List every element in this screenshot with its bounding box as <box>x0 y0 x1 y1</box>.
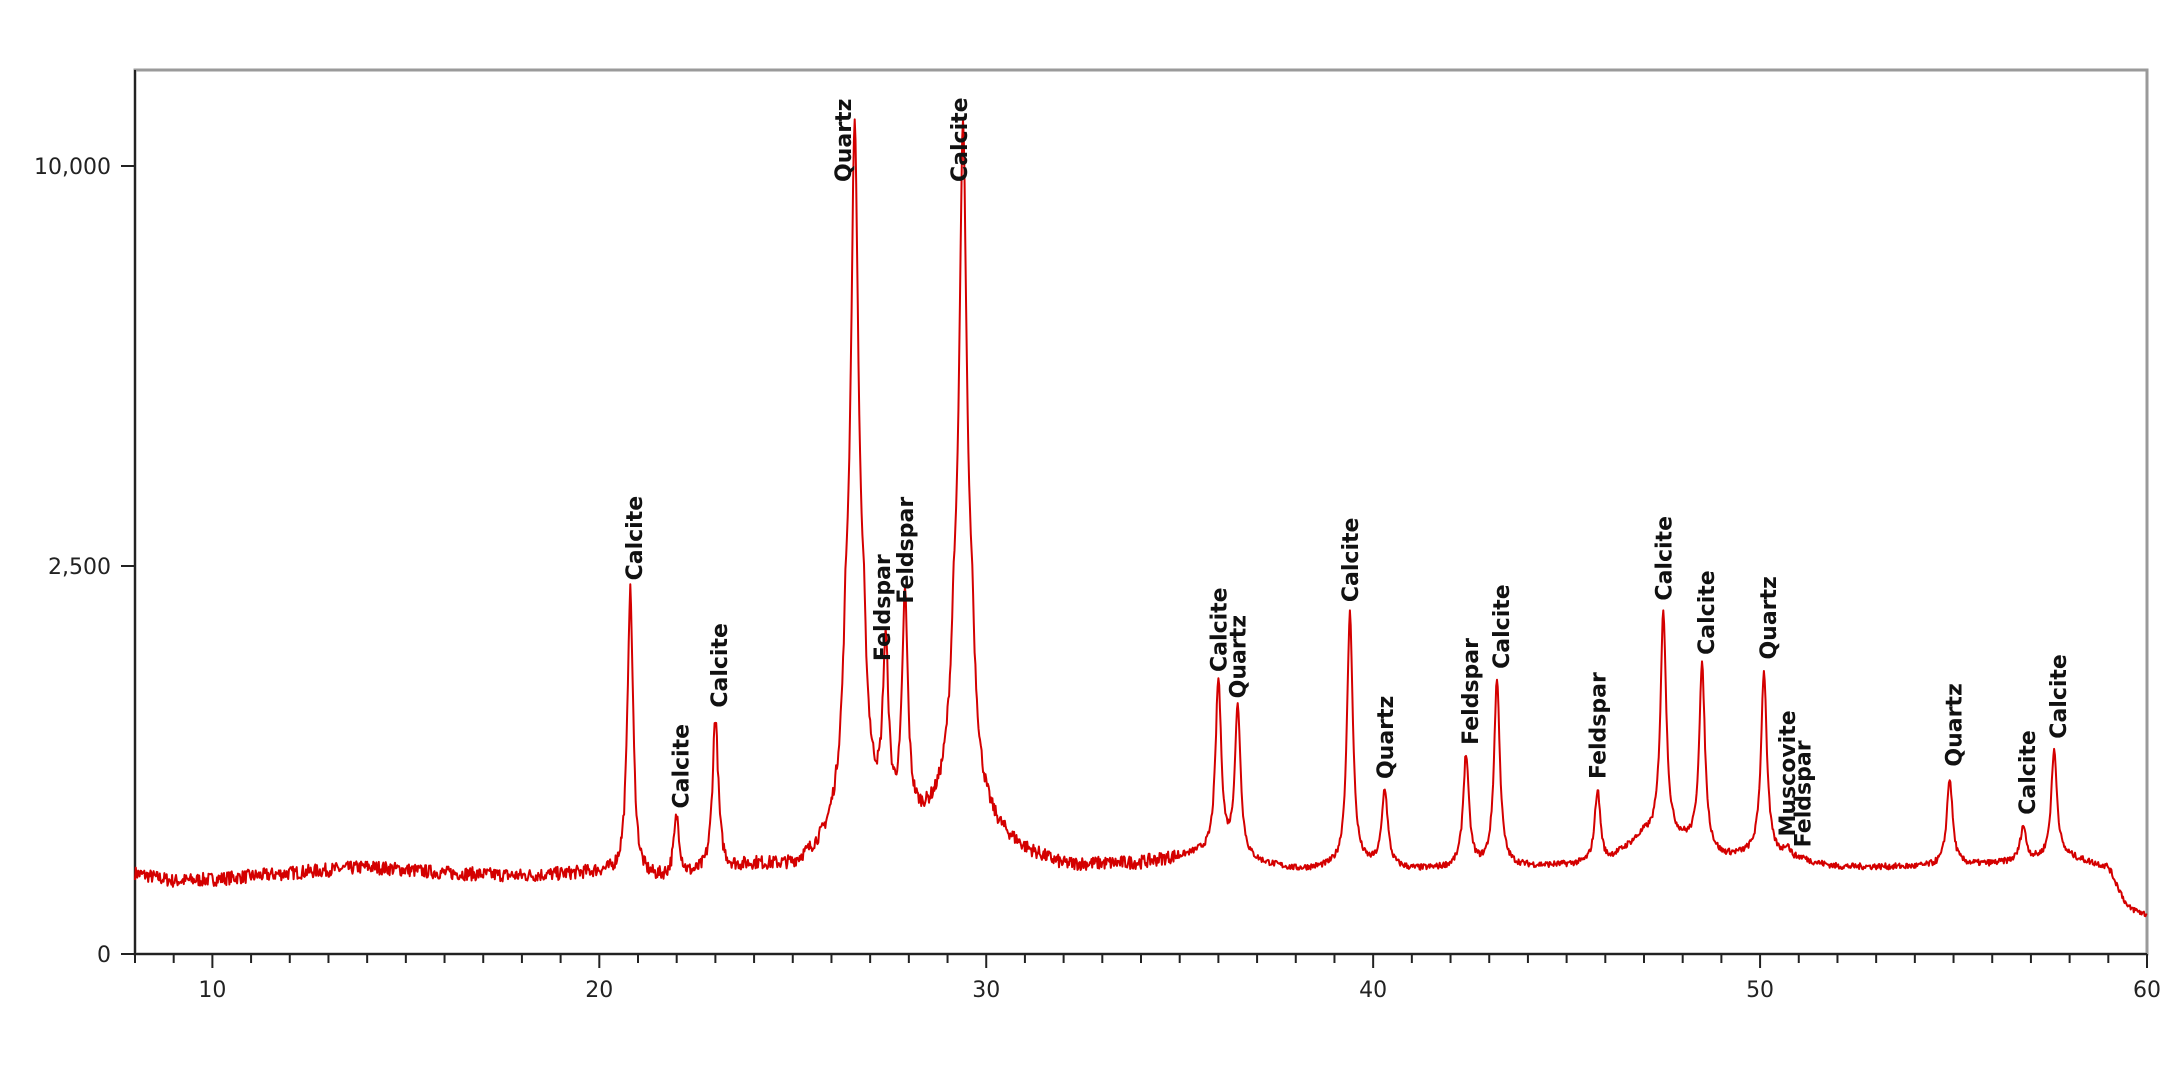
peak-label: Calcite <box>1652 516 1677 601</box>
peak-label: Muscovite <box>1776 710 1801 836</box>
plot-frame <box>133 68 2149 956</box>
peak-label: Calcite <box>623 496 648 581</box>
y-tick-label: 2,500 <box>48 555 111 580</box>
peak-label: Calcite <box>2016 730 2041 815</box>
peak-label: Calcite <box>708 623 733 708</box>
y-tick-label: 10,000 <box>34 155 111 180</box>
x-tick-label: 40 <box>1359 978 1387 1003</box>
diffraction-pattern-line <box>134 118 2148 918</box>
x-tick-label: 60 <box>2133 978 2161 1003</box>
x-tick-label: 20 <box>585 978 613 1003</box>
peak-label: Calcite <box>1207 587 1232 672</box>
x-tick-label: 10 <box>198 978 226 1003</box>
peak-label: Quartz <box>832 99 857 182</box>
peak-label: Feldspar <box>1587 672 1612 779</box>
peak-label: Calcite <box>670 724 695 809</box>
peak-label: Calcite <box>2047 654 2072 739</box>
peak-label: Feldspar <box>1459 638 1484 745</box>
peak-label: Feldspar <box>894 497 919 604</box>
peak-labels: CalciteCalciteCalciteQuartzFeldsparFelds… <box>623 97 2072 847</box>
x-tick-label: 30 <box>972 978 1000 1003</box>
peak-label: Calcite <box>1490 584 1515 669</box>
x-ticks: 10 20 30 40 50 60 <box>134 954 2161 1003</box>
y-tick-label: 0 <box>97 943 111 968</box>
peak-label: Quartz <box>1943 683 1968 766</box>
peak-label: Feldspar <box>1792 740 1817 847</box>
peak-label: Quartz <box>1227 615 1252 698</box>
y-ticks: 0 2,500 10,000 <box>34 155 135 968</box>
peak-label: Calcite <box>1695 570 1720 655</box>
x-tick-label: 50 <box>1746 978 1774 1003</box>
peak-label: Quartz <box>1757 576 1782 659</box>
peak-label: Calcite <box>1339 518 1364 603</box>
peak-label: Calcite <box>948 97 973 182</box>
peak-label: Feldspar <box>871 554 896 661</box>
peak-label: Quartz <box>1374 696 1399 779</box>
